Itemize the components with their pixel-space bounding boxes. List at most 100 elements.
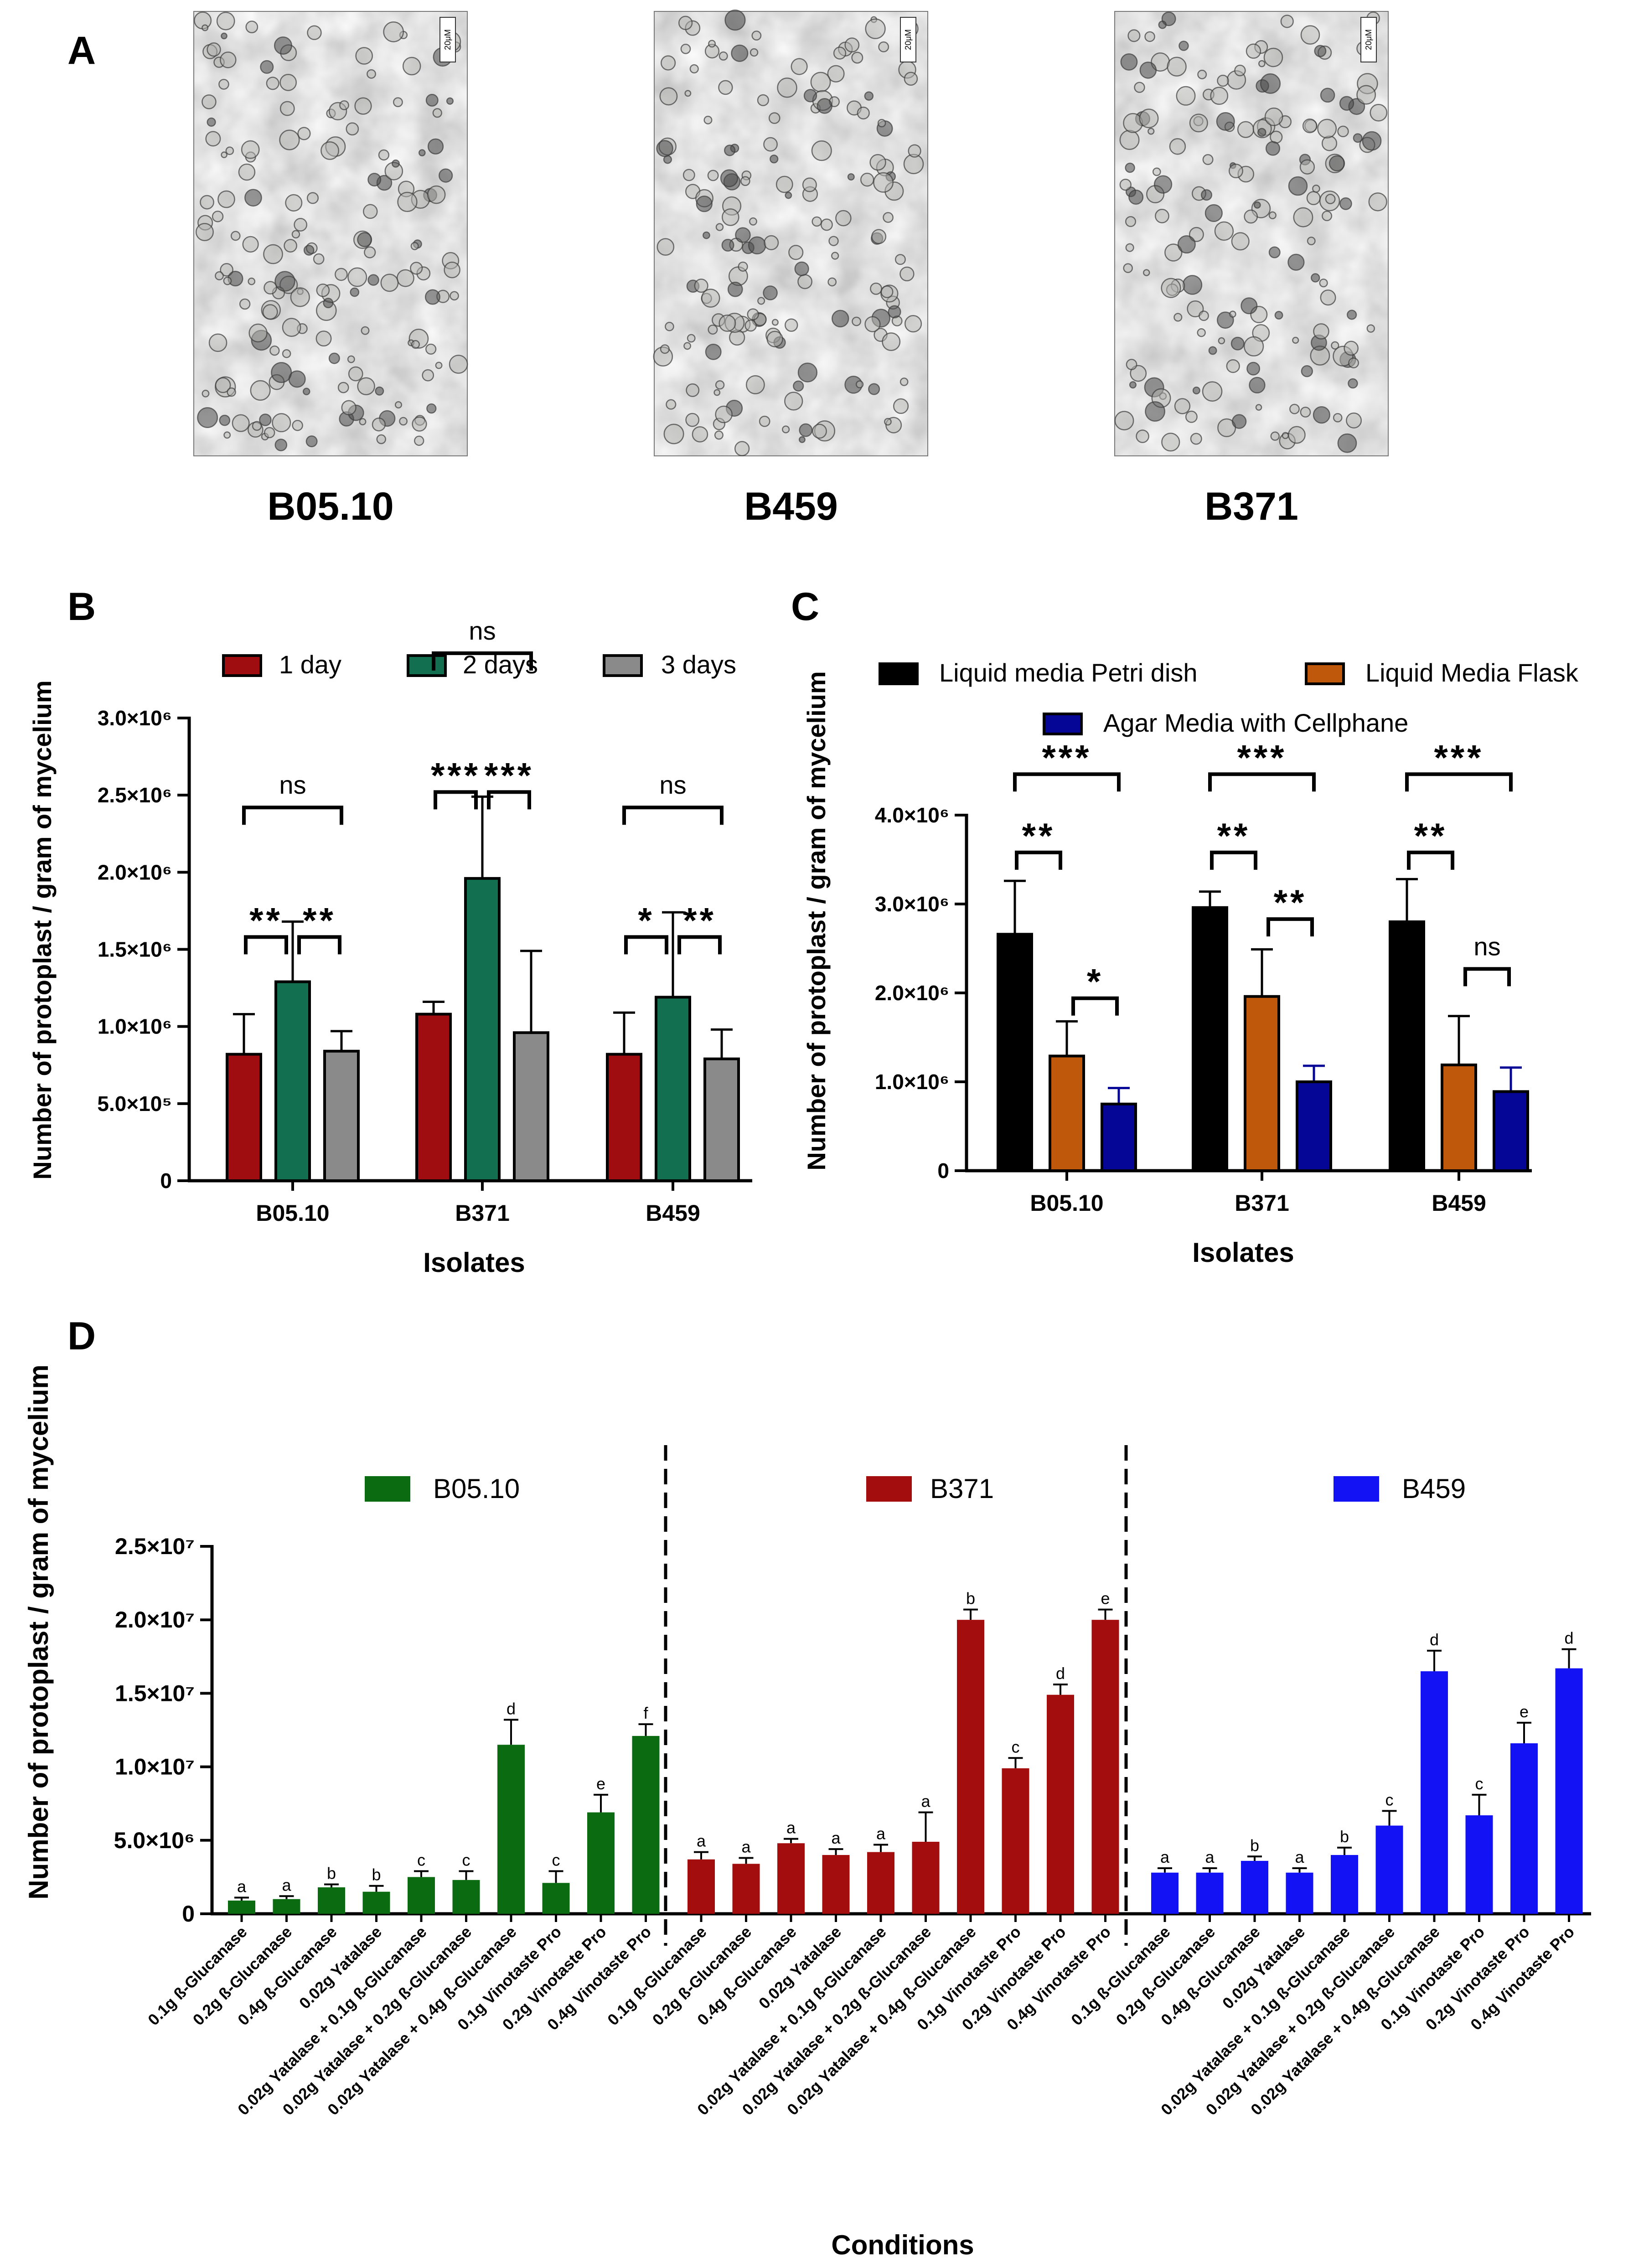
cell: [1368, 192, 1387, 212]
cell: [1249, 377, 1266, 394]
cell: [1306, 191, 1321, 206]
cell: [1288, 176, 1308, 196]
significance-letter: d: [1564, 1629, 1573, 1648]
panel-letter-c: C: [791, 585, 819, 629]
cell: [241, 140, 260, 159]
significance-bracket: [244, 935, 288, 955]
significance-label: ***: [1237, 737, 1287, 777]
cell: [832, 310, 849, 328]
bar: [688, 1859, 715, 1914]
cell: [1153, 175, 1173, 194]
cell: [242, 236, 259, 253]
cell: [759, 415, 770, 427]
bar: [274, 980, 311, 1183]
cell: [1192, 387, 1200, 395]
cell: [735, 227, 751, 243]
cell: [291, 230, 300, 239]
cell: [223, 276, 232, 285]
cell: [785, 191, 792, 199]
cell: [218, 79, 229, 90]
cell: [1348, 357, 1359, 369]
bar: [703, 1057, 740, 1182]
bar: [1049, 1054, 1085, 1172]
cell: [215, 377, 231, 393]
cell: [1120, 53, 1138, 71]
cell: [313, 253, 325, 265]
significance-letter: e: [1101, 1589, 1110, 1608]
micrograph-b371: 20μM: [1114, 11, 1389, 456]
significance-letter: a: [876, 1824, 886, 1843]
bar: [1151, 1872, 1179, 1914]
cell: [1216, 112, 1235, 131]
cell: [202, 94, 217, 109]
y-tick-label: 2.0×10⁷: [115, 1607, 195, 1633]
cell: [703, 231, 710, 239]
cell: [775, 176, 793, 193]
cell: [810, 72, 831, 93]
y-tick-label: 4.0×10⁶: [875, 803, 949, 827]
cell: [685, 413, 700, 427]
panel-letter-b: B: [67, 585, 96, 629]
cell: [1128, 189, 1144, 205]
cell: [1257, 128, 1266, 137]
cell: [1293, 207, 1313, 227]
cell: [372, 418, 386, 432]
significance-label: ns: [469, 616, 496, 645]
cell: [812, 424, 827, 439]
y-tick-label: 2.0×10⁶: [875, 981, 949, 1005]
cell: [1144, 31, 1155, 42]
legend-label-b459: B459: [1402, 1473, 1466, 1504]
cell: [435, 362, 443, 369]
bar: [1286, 1872, 1313, 1914]
bar: [497, 1745, 525, 1914]
cell: [747, 308, 759, 320]
cell: [757, 297, 765, 305]
cell: [341, 400, 357, 415]
cell: [793, 380, 804, 392]
cell: [323, 298, 334, 309]
cell: [212, 211, 224, 222]
cell: [1282, 432, 1289, 439]
significance-letter: a: [237, 1877, 247, 1896]
cell: [285, 194, 303, 212]
cell: [279, 129, 300, 150]
legend-label-flask: Liquid Media Flask: [1365, 658, 1579, 687]
cell: [1199, 310, 1209, 321]
cell: [794, 261, 809, 276]
cell: [659, 87, 678, 106]
significance-label: **: [683, 900, 716, 940]
cell: [292, 420, 303, 431]
legend-label-agar: Agar Media with Cellphane: [1103, 708, 1408, 737]
y-tick-label: 3.0×10⁶: [98, 706, 172, 730]
cell: [715, 380, 725, 390]
cell: [200, 195, 214, 210]
cell: [708, 325, 718, 335]
bar: [408, 1877, 435, 1914]
cell: [294, 218, 308, 232]
cell: [680, 43, 691, 54]
significance-label: ns: [1473, 932, 1500, 961]
cell: [803, 89, 817, 103]
bar: [1196, 1872, 1224, 1914]
significance-letter: a: [697, 1832, 706, 1850]
cell: [1158, 21, 1167, 29]
cell: [380, 274, 399, 292]
cell: [271, 362, 292, 383]
cell: [764, 235, 779, 250]
cell: [738, 261, 748, 272]
significance-letter: d: [1056, 1664, 1065, 1683]
cell: [708, 40, 716, 48]
cell: [751, 31, 762, 41]
significance-label: **: [249, 900, 283, 940]
cell: [718, 80, 733, 95]
cell: [1300, 25, 1320, 45]
cell: [1246, 362, 1261, 376]
cell: [439, 168, 453, 183]
panel-a: 20μM 20μM 20μM B05.10 B459 B371: [193, 9, 1389, 528]
significance-letter: c: [417, 1851, 425, 1870]
cell: [1129, 381, 1137, 389]
cell: [884, 418, 892, 426]
cell: [656, 238, 675, 256]
x-tick-label: B459: [646, 1200, 700, 1226]
cell: [763, 285, 778, 300]
